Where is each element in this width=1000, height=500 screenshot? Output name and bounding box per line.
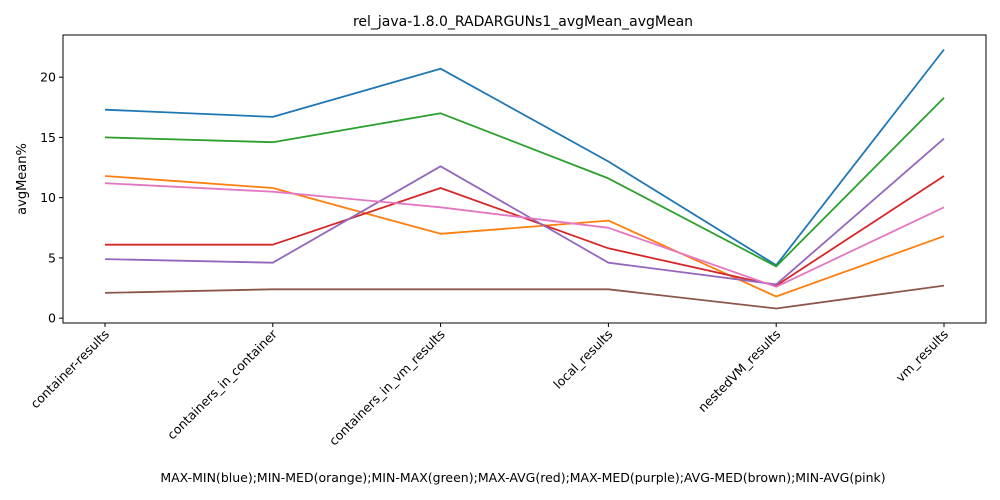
series-line-0 [104, 48, 945, 267]
x-tick-label: local_results [550, 327, 615, 392]
y-axis: 0 5 10 15 20 [40, 70, 63, 326]
x-tick-label: containers_in_vm_results [326, 327, 448, 449]
x-axis-label: MAX-MIN(blue);MIN-MED(orange);MIN-MAX(gr… [160, 470, 885, 485]
series-line-4 [104, 137, 945, 286]
x-axis: container-results containers_in_container… [27, 323, 951, 448]
series-line-6 [104, 182, 945, 288]
x-tick-label: container-results [27, 327, 112, 412]
x-tick-label: vm_results [893, 327, 951, 385]
y-tick-label: 20 [40, 70, 56, 85]
x-tick-label: containers_in_container [164, 326, 280, 442]
chart-title: rel_java-1.8.0_RADARGUNs1_avgMean_avgMea… [353, 14, 693, 30]
plot-area-frame [62, 34, 987, 324]
y-tick-label: 10 [40, 190, 56, 205]
series-line-3 [105, 175, 945, 287]
y-tick-label: 15 [40, 130, 56, 145]
y-tick-label: 0 [48, 311, 56, 326]
y-tick-label: 5 [48, 250, 56, 265]
y-axis-label: avgMean% [15, 143, 30, 215]
series-group [104, 48, 945, 310]
x-tick-label: nestedVM_results [695, 327, 783, 415]
series-line-5 [104, 284, 945, 310]
series-line-1 [104, 175, 945, 298]
series-line-2 [104, 97, 945, 268]
